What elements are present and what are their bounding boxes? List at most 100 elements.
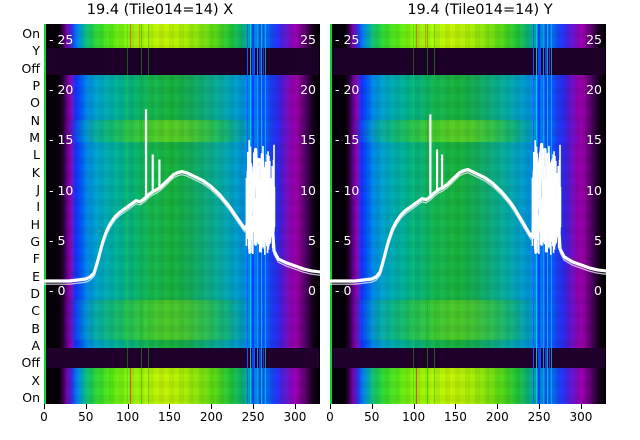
panel-x-heatmap [44, 24, 320, 404]
x-tick-mark [211, 404, 213, 409]
y-category-label-left: A [31, 338, 40, 353]
panel-x-overlay-curve [44, 109, 320, 285]
x-tick-mark [539, 404, 541, 409]
y-category-label-left: On [22, 26, 40, 41]
y-tick-label-inner-right: 20 [586, 82, 602, 98]
x-tick-mark [371, 404, 373, 409]
y-category-label-left: On [22, 390, 40, 405]
y-category-label-left: L [33, 147, 40, 163]
x-tick-label: 100 [402, 410, 426, 424]
panel-y-plot[interactable]: - 25 25 - 20 20 - 15 15 - 10 10 - 5 5 - 0 0 [330, 24, 606, 404]
y-tick-label-inner-left: - 0 [49, 283, 66, 298]
heatmap-glitch-line [412, 24, 414, 404]
x-tick-mark [580, 404, 582, 409]
y-tick-label-inner-right: 10 [586, 182, 602, 198]
y-category-label-left: O [30, 95, 40, 111]
y-category-label-left: Off [21, 355, 40, 371]
panel-x-plot[interactable]: - 25 25 - 20 20 - 15 15 - 10 10 - 5 5 - 0 0 [44, 24, 320, 404]
y-tick-label-inner-left: - 25 [49, 32, 74, 47]
heatmap-band [330, 24, 606, 48]
overlay-curve-path [44, 147, 320, 283]
x-tick-mark [169, 404, 171, 409]
y-category-label-left: X [31, 372, 40, 388]
y-tick-label-inner-left: - 25 [335, 32, 360, 47]
y-category-label-left: N [30, 112, 40, 128]
x-tick-label: 300 [283, 410, 307, 424]
x-tick-label: 100 [116, 410, 140, 424]
y-tick-label-inner-left: - 5 [335, 232, 352, 248]
x-tick-label: 300 [569, 410, 593, 424]
y-category-label-left: P [32, 78, 40, 93]
panel-x: 19.4 (Tile014=14) X - 25 25 - 20 20 - 15 15 - … [40, 2, 320, 434]
plot-left-edge-marker [330, 24, 332, 404]
overlay-curve-noise-burst [531, 140, 562, 255]
heatmap-glitch-line [126, 24, 128, 404]
x-tick-mark [127, 404, 129, 409]
y-tick-label-inner-left: - 15 [49, 132, 74, 148]
heatmap-marker-line [415, 368, 417, 404]
x-tick-label: 150 [158, 410, 181, 424]
y-tick-label-inner-left: - 10 [49, 182, 74, 198]
panel-y-overlay-curve [330, 114, 606, 285]
heatmap-glitch-line [427, 24, 429, 404]
y-category-label-left: Y [32, 43, 40, 59]
y-tick-label-inner-right: 10 [300, 182, 316, 198]
x-tick-mark [85, 404, 87, 409]
panel-y-title: 19.4 (Tile014=14) Y [407, 2, 553, 18]
y-category-label-left: C [31, 303, 40, 319]
y-tick-label-inner-right: 5 [308, 232, 316, 248]
y-category-label-left: K [31, 164, 40, 180]
y-category-label-left: G [30, 234, 40, 249]
heatmap-glitch-line [141, 24, 143, 404]
heatmap-marker-line [425, 24, 427, 48]
y-tick-label-inner-left: - 20 [335, 82, 360, 98]
y-category-label-left: Off [21, 60, 40, 76]
heatmap-band [330, 48, 606, 75]
x-tick-mark [497, 404, 499, 409]
x-tick-label: 250 [241, 410, 265, 424]
panel-y: 19.4 (Tile014=14) Y - 25 25 - 20 20 - 15 15 - … [320, 0, 640, 440]
heatmap-band [44, 24, 320, 48]
heatmap-marker-line [129, 24, 131, 48]
y-tick-label-inner-right: 5 [594, 232, 602, 248]
heatmap-band [44, 48, 320, 75]
y-tick-label-inner-right: 0 [308, 283, 316, 298]
y-tick-label-inner-right: 25 [586, 32, 602, 47]
x-tick-label: 0 [40, 410, 48, 424]
x-tick-label: 200 [485, 410, 509, 424]
heatmap-marker-line [415, 24, 417, 48]
x-tick-mark [455, 404, 457, 409]
heatmap-subband [44, 120, 320, 142]
plot-right-edge [319, 24, 320, 404]
x-tick-label: 250 [527, 410, 551, 424]
y-tick-label-inner-left: - 15 [335, 132, 360, 148]
x-tick-mark [44, 404, 45, 409]
heatmap-marker-line [129, 368, 131, 404]
plot-right-edge [605, 24, 606, 404]
heatmap-subband [330, 300, 606, 340]
y-tick-label-inner-right: 25 [300, 32, 316, 47]
heatmap-band [330, 368, 606, 404]
y-tick-label-inner-right: 20 [300, 82, 316, 98]
y-category-label-left: F [32, 251, 40, 267]
y-category-label-left: H [30, 216, 40, 232]
panel-x-title: 19.4 (Tile014=14) X [86, 2, 234, 18]
heatmap-subband [44, 300, 320, 340]
panel-x-axis: 0 50 100 150 200 250 300 [40, 404, 320, 434]
y-tick-label-inner-left: - 20 [49, 82, 74, 98]
heatmap-band [44, 368, 320, 404]
heatmap-glitch-line [433, 24, 435, 404]
heatmap-band [44, 348, 320, 368]
y-tick-label-inner-right: 15 [300, 132, 316, 148]
x-tick-mark [413, 404, 415, 409]
y-tick-label-inner-right: 15 [586, 132, 602, 148]
x-tick-label: 150 [444, 410, 467, 424]
y-category-label-left: I [36, 199, 40, 215]
x-tick-label: 0 [326, 410, 334, 424]
heatmap-subband [330, 120, 606, 142]
y-tick-label-inner-left: - 10 [335, 182, 360, 198]
overlay-curve-noise-burst [245, 140, 276, 255]
x-tick-mark [253, 404, 255, 409]
y-tick-label-inner-left: - 0 [335, 283, 352, 298]
